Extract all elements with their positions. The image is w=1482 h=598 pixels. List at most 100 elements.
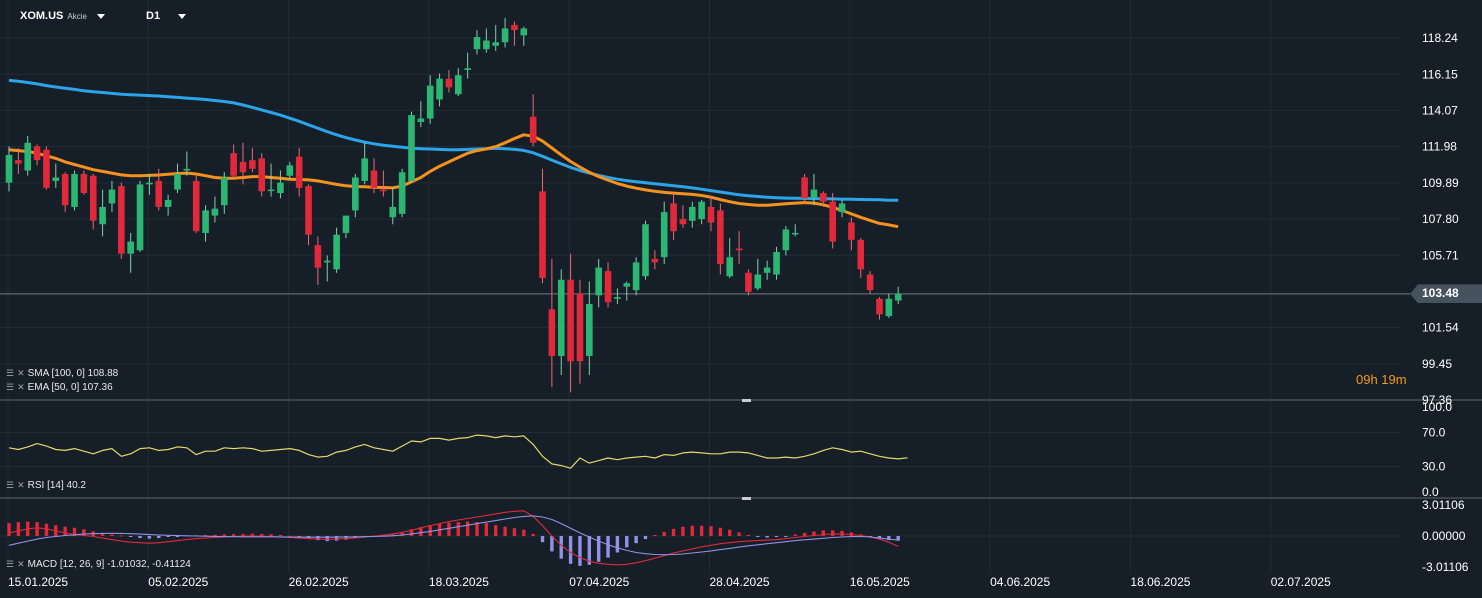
candle-body	[146, 182, 153, 185]
candle-body	[445, 78, 453, 88]
candle-body	[735, 248, 743, 251]
candle	[211, 196, 219, 223]
candle	[417, 101, 425, 128]
macd-bar	[887, 536, 891, 541]
settings-icon[interactable]: ☰	[6, 382, 15, 392]
candle-body	[99, 206, 106, 225]
macd-bar	[615, 536, 620, 553]
candle	[698, 199, 705, 225]
macd-bar	[344, 536, 348, 540]
panel-resize-handle[interactable]	[742, 497, 751, 500]
candle	[632, 257, 640, 296]
candle	[642, 220, 649, 280]
candle-body	[539, 191, 546, 278]
candle	[389, 187, 397, 225]
macd-bar	[391, 533, 395, 536]
candle	[295, 147, 303, 197]
macd-bar	[260, 533, 264, 536]
macd-bar	[690, 525, 694, 536]
candle-body	[314, 245, 322, 268]
macd-bar	[802, 532, 807, 536]
macd-bar	[550, 536, 554, 552]
candle-body	[183, 168, 191, 171]
timeframe-selector[interactable]: D1	[146, 10, 187, 22]
macd-bar	[643, 536, 648, 540]
candle-body	[820, 193, 827, 202]
candle-body	[323, 260, 331, 263]
candle	[108, 180, 116, 213]
macd-tick-label: 0.00000	[1422, 529, 1466, 543]
candle-body	[24, 142, 32, 171]
candle	[773, 246, 780, 280]
candle-body	[707, 206, 715, 223]
candle-body	[604, 271, 612, 303]
candle	[782, 225, 790, 256]
candle	[885, 293, 893, 318]
candle-body	[192, 180, 200, 232]
candle-body	[230, 153, 237, 176]
macd-bar	[409, 529, 414, 536]
macd-bar	[662, 531, 666, 536]
candle-body	[698, 201, 705, 220]
macd-bar	[428, 525, 432, 536]
candle	[230, 144, 237, 180]
candle	[5, 146, 13, 192]
macd-bar	[653, 534, 657, 536]
candle-body	[688, 206, 696, 221]
candle-body	[464, 68, 471, 70]
macd-bar	[82, 529, 86, 536]
macd-bar	[128, 536, 133, 538]
candle	[164, 194, 172, 216]
candle-body	[52, 177, 60, 181]
macd-bar	[35, 522, 39, 536]
macd-tick-label: -3.01106	[1422, 560, 1469, 574]
panel-resize-handle[interactable]	[742, 399, 751, 402]
candle	[810, 173, 818, 206]
close-icon[interactable]: ✕	[17, 382, 25, 392]
close-icon[interactable]: ✕	[17, 368, 25, 378]
candle	[277, 170, 284, 199]
candle-body	[342, 215, 350, 233]
candle	[717, 203, 724, 275]
settings-icon[interactable]: ☰	[6, 480, 15, 490]
candle-body	[529, 116, 537, 143]
ema-indicator-legend: ☰ ✕ EMA [50, 0] 107.36	[6, 382, 113, 393]
settings-icon[interactable]: ☰	[6, 559, 15, 569]
candle	[445, 69, 453, 93]
macd-bar	[812, 531, 816, 536]
macd-bar	[110, 534, 114, 536]
candle	[557, 269, 565, 376]
macd-bar	[728, 529, 732, 536]
candle-body	[118, 186, 125, 254]
candle-body	[333, 234, 340, 270]
candle	[286, 161, 294, 180]
candle-body	[61, 173, 69, 206]
macd-bar	[746, 534, 751, 536]
macd-bar	[147, 536, 152, 539]
macd-bar	[596, 536, 601, 562]
candle-body	[361, 158, 368, 181]
candle	[473, 30, 481, 55]
close-icon[interactable]: ✕	[17, 480, 25, 490]
candle-body	[108, 189, 116, 204]
candle-body	[632, 262, 640, 291]
settings-icon[interactable]: ☰	[6, 368, 15, 378]
candle-body	[389, 206, 397, 218]
rsi-tick-label: 30.0	[1422, 460, 1446, 474]
candle	[370, 158, 378, 194]
candle-body	[595, 267, 602, 296]
macd-bar	[821, 530, 826, 536]
sma-line	[8, 78, 899, 202]
candle	[314, 236, 322, 285]
symbol-selector[interactable]: XOM.US Akcie	[20, 10, 105, 22]
macd-histogram	[7, 521, 900, 566]
macd-bar	[540, 536, 545, 543]
candle-body	[586, 303, 593, 356]
close-icon[interactable]: ✕	[17, 559, 25, 569]
macd-bar	[587, 536, 592, 565]
candle-body	[829, 201, 836, 242]
chevron-down-icon	[96, 13, 105, 19]
macd-bar	[559, 536, 563, 559]
candle-body	[71, 173, 78, 207]
